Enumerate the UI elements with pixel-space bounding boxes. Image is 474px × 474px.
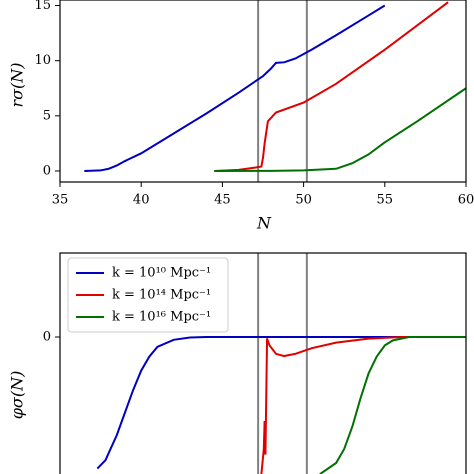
x-tick-label: 45 — [214, 193, 231, 208]
y-tick-label: 10 — [34, 53, 51, 68]
data-line — [96, 336, 466, 470]
x-tick-label: 50 — [295, 193, 312, 208]
y-tick-label: 0 — [43, 163, 51, 178]
y-tick-label: 0 — [43, 330, 51, 345]
x-tick-label: 40 — [133, 193, 150, 208]
data-line — [84, 4, 386, 172]
legend-label: k = 10¹⁶ Mpc⁻¹ — [112, 310, 211, 325]
x-tick-label: 55 — [377, 193, 394, 208]
y-axis-label: rσ(N) — [8, 62, 27, 107]
plot-area — [96, 253, 466, 474]
data-line — [214, 87, 466, 172]
plot-frame — [59, 252, 467, 474]
x-tick-label: 35 — [52, 193, 69, 208]
plot-frame — [59, 0, 467, 183]
data-line — [214, 1, 449, 172]
y-axis-label: φσ(N) — [8, 371, 27, 420]
data-line — [260, 336, 466, 474]
x-tick-label: 60 — [458, 193, 474, 208]
legend-box — [67, 257, 229, 333]
data-line — [319, 336, 466, 474]
x-axis-label: N — [256, 214, 272, 233]
y-tick-label: 5 — [43, 108, 51, 123]
plot-area — [84, 0, 466, 182]
y-tick-label: 15 — [34, 0, 51, 13]
legend-label: k = 10¹⁰ Mpc⁻¹ — [112, 266, 211, 281]
legend-label: k = 10¹⁴ Mpc⁻¹ — [112, 288, 211, 303]
